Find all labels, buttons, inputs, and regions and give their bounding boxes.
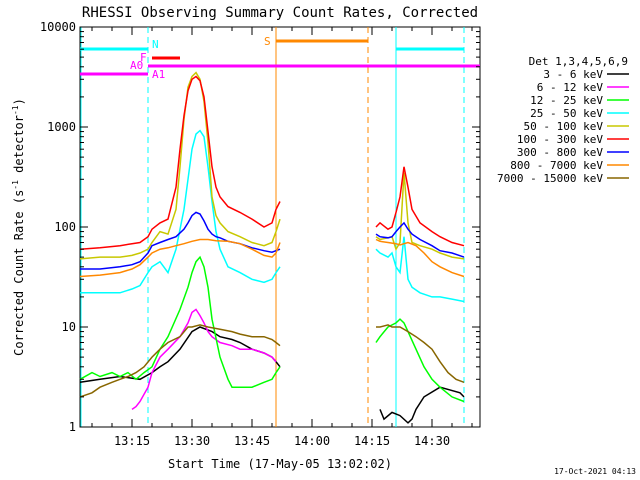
plot-area: N S FA0 A1 (79, 26, 481, 428)
y-axis: 1 10 100 1000 10000 (40, 20, 480, 434)
annotation-layer: N S FA0 A1 (80, 35, 480, 81)
x-axis-label: Start Time (17-May-05 13:02:02) (168, 457, 392, 471)
guide-lines (80, 27, 465, 427)
legend-label: 50 - 100 keV (524, 120, 604, 133)
legend-label: 6 - 12 keV (537, 81, 604, 94)
legend-label: 25 - 50 keV (530, 107, 603, 120)
legend-label: 12 - 25 keV (530, 94, 603, 107)
night-label: N (152, 38, 159, 51)
chart-title: RHESSI Observing Summary Count Rates, Co… (82, 5, 478, 21)
y-tick-label: 10 (62, 320, 76, 334)
y-tick-label: 10000 (40, 20, 76, 34)
legend-label: 100 - 300 keV (517, 133, 603, 146)
y-tick-label: 1000 (47, 120, 76, 134)
x-axis: 13:15 13:30 13:45 14:00 14:15 14:30 (91, 27, 473, 448)
series-line-3 (80, 129, 465, 303)
series-line-5 (79, 75, 465, 250)
y-tick-label: 100 (54, 220, 76, 234)
saa-label: S (264, 35, 271, 48)
y-axis-label: Corrected Count Rate (s-1 detector-1) (11, 98, 26, 356)
y-axis-label-end: ) (12, 98, 26, 105)
series-line-1 (131, 308, 277, 411)
y-axis-label-mid: detector (12, 115, 26, 180)
y-axis-label-sup1: -1 (11, 180, 20, 190)
y-axis-label-sup2: -1 (11, 105, 20, 115)
series-line-6 (80, 211, 465, 270)
legend-label: 7000 - 15000 keV (497, 172, 603, 185)
series-line-4 (79, 71, 465, 260)
attenuator-label: A1 (152, 68, 165, 81)
series-line-0 (79, 326, 465, 424)
flare-label: F (140, 51, 147, 64)
x-tick-label: 14:15 (354, 434, 390, 448)
y-tick-label: 1 (69, 420, 76, 434)
series-layer (79, 71, 465, 424)
legend-title: Det 1,3,4,5,6,9 (529, 55, 628, 68)
series-line-7 (79, 238, 465, 278)
footer-timestamp: 17-Oct-2021 04:13 (554, 467, 636, 476)
x-tick-label: 14:00 (294, 434, 330, 448)
legend-label: 800 - 7000 keV (510, 159, 603, 172)
x-tick-label: 14:30 (414, 434, 450, 448)
x-tick-label: 13:15 (114, 434, 150, 448)
legend-label: 3 - 6 keV (543, 68, 603, 81)
attenuator-label: A0 (130, 59, 143, 72)
x-tick-label: 13:45 (234, 434, 270, 448)
series-line-8 (79, 324, 465, 398)
x-tick-label: 13:30 (174, 434, 210, 448)
y-axis-label-main: Corrected Count Rate (s (12, 190, 26, 356)
legend-label: 300 - 800 keV (517, 146, 603, 159)
